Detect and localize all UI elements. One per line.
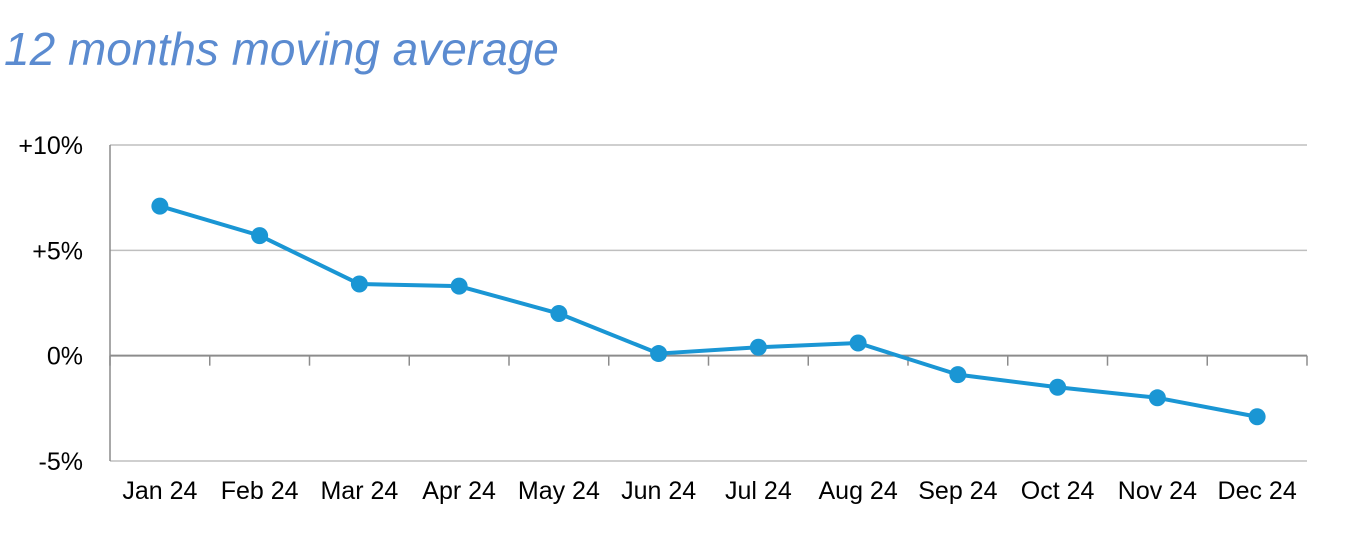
data-point	[550, 305, 568, 323]
x-tick-label: Jun 24	[621, 477, 696, 505]
x-tick-label: Jul 24	[725, 477, 792, 505]
x-tick-label: Nov 24	[1118, 477, 1197, 505]
x-tick-label: May 24	[518, 477, 600, 505]
x-tick-labels: Jan 24 Feb 24 Mar 24 Apr 24 May 24 Jun 24 Jul …	[122, 477, 1296, 505]
data-point	[650, 345, 668, 363]
series-line	[159, 204, 1258, 419]
x-tick-label: Jan 24	[122, 477, 197, 505]
y-tick-label: 0%	[47, 343, 83, 371]
y-tick-labels: +10% +5% 0% -5%	[18, 132, 83, 476]
y-tick-label: +10%	[18, 132, 83, 160]
data-point	[450, 277, 468, 295]
x-tick-label: Aug 24	[819, 477, 898, 505]
x-tick-label: Mar 24	[320, 477, 398, 505]
data-point	[1049, 378, 1067, 396]
data-point	[1248, 408, 1266, 426]
x-tick-label: Feb 24	[221, 477, 299, 505]
x-tick-label: Apr 24	[422, 477, 496, 505]
data-point	[251, 227, 269, 245]
data-point	[151, 197, 169, 215]
data-point	[849, 334, 867, 352]
x-tick-label: Sep 24	[918, 477, 997, 505]
axes	[109, 145, 1308, 461]
data-point	[749, 338, 767, 356]
series	[151, 197, 1266, 426]
data-point	[949, 366, 967, 384]
y-tick-label: -5%	[39, 448, 83, 476]
data-point	[350, 275, 368, 293]
gridlines	[110, 144, 1307, 462]
chart-title: 12 months moving average	[4, 23, 559, 75]
x-tick-label: Oct 24	[1021, 477, 1095, 505]
y-tick-label: +5%	[32, 237, 83, 265]
data-point	[1148, 389, 1166, 407]
x-tick-label: Dec 24	[1218, 477, 1297, 505]
